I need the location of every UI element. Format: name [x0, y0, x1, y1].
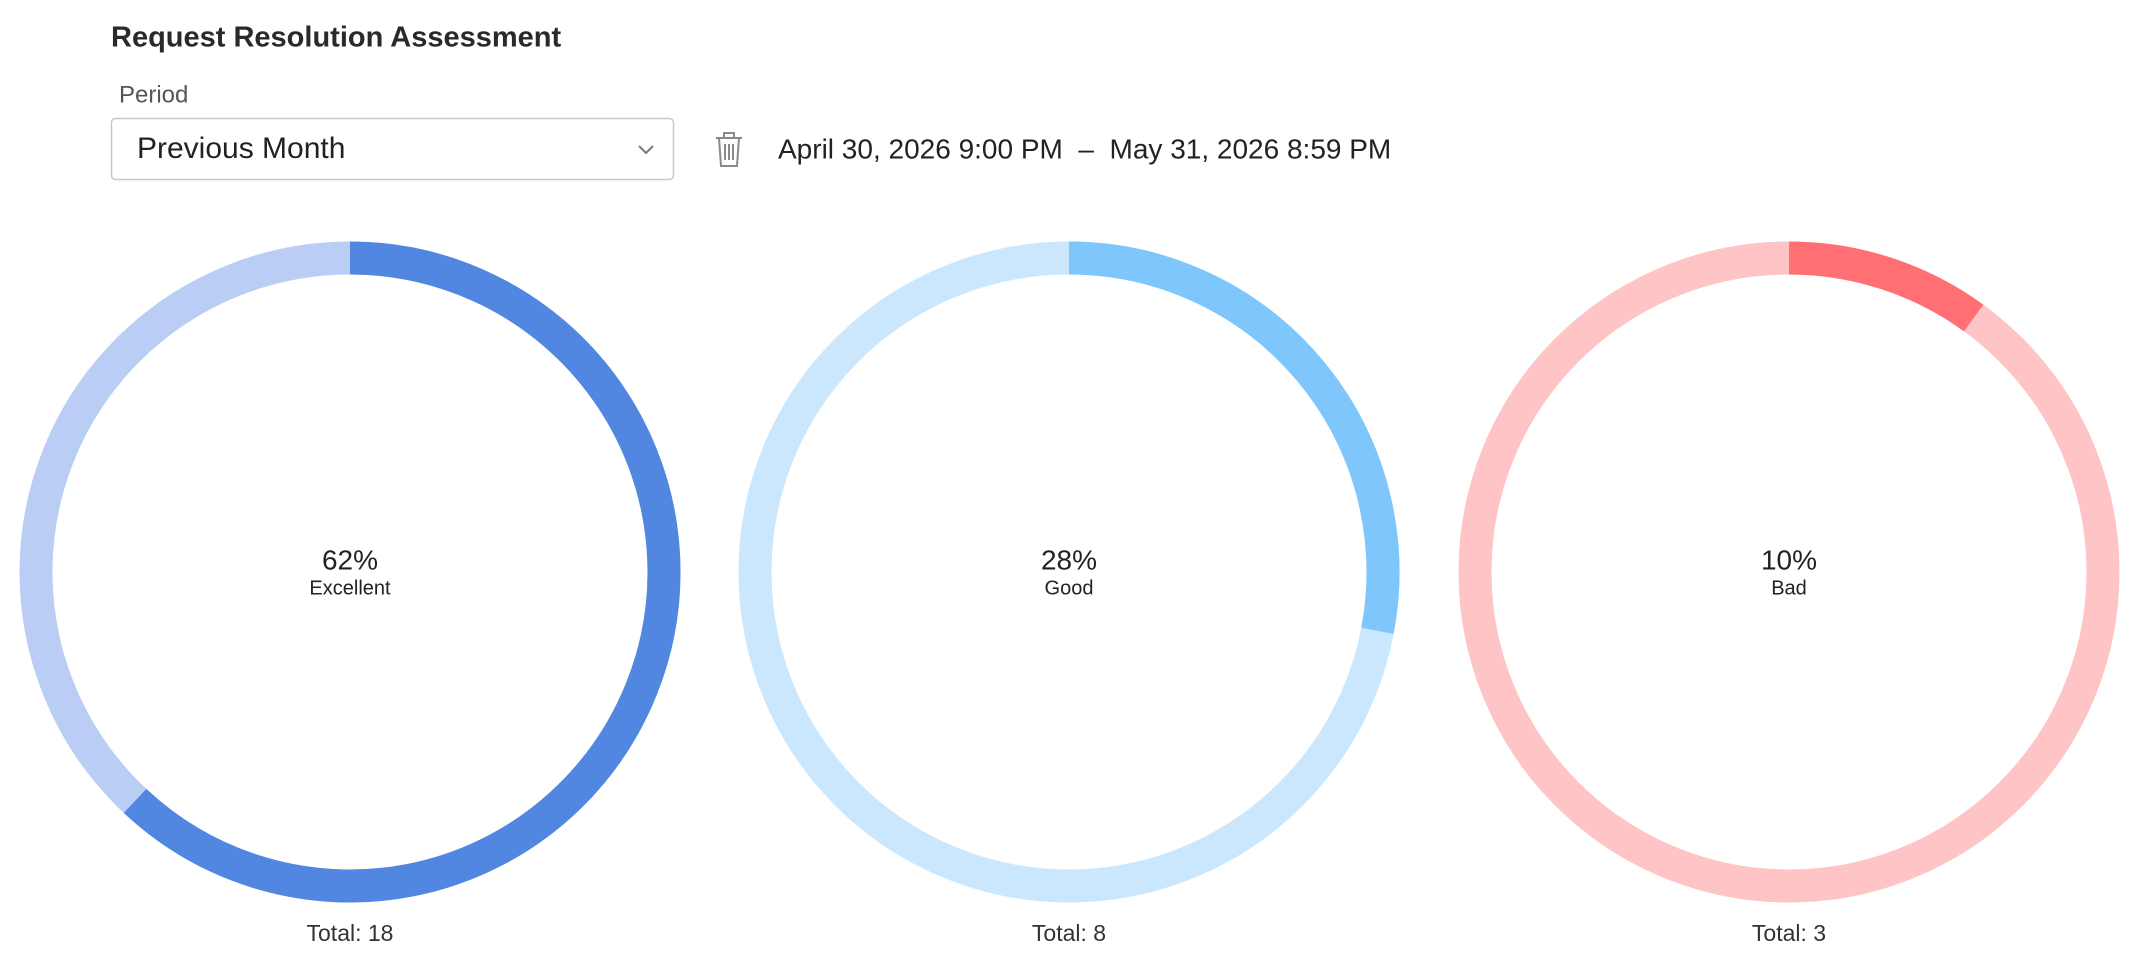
percent-label: 62%	[322, 544, 378, 575]
total-label: Total: 8	[1032, 920, 1106, 946]
trash-icon[interactable]	[716, 132, 742, 167]
page-title: Request Resolution Assessment	[111, 22, 561, 54]
donut-arc	[1068, 241, 1400, 634]
percent-label: 28%	[1041, 544, 1097, 575]
category-label: Good	[1045, 577, 1094, 599]
total-label: Total: 3	[1752, 920, 1826, 946]
period-label: Period	[119, 81, 188, 108]
donut-chart: 62%Excellent Total: 18	[19, 241, 681, 946]
select-value[interactable]: Previous Month	[137, 132, 345, 165]
donut-chart: 10%Bad Total: 3	[1458, 241, 2120, 946]
date-range: April 30, 2026 9:00 PM – May 31, 2026 8:…	[778, 133, 1391, 164]
category-label: Bad	[1771, 577, 1807, 599]
total-label: Total: 18	[307, 920, 394, 946]
donut-arc	[1788, 241, 1984, 332]
donut-arc	[123, 241, 681, 903]
chevron-icon[interactable]	[638, 145, 654, 155]
percent-label: 10%	[1761, 544, 1817, 575]
period-select[interactable]: Previous Month	[110, 117, 675, 181]
delete-button[interactable]	[716, 132, 742, 167]
category-label: Excellent	[309, 577, 391, 599]
donut-chart: 28%Good Total: 8	[738, 241, 1400, 946]
select-box[interactable]	[110, 117, 675, 181]
